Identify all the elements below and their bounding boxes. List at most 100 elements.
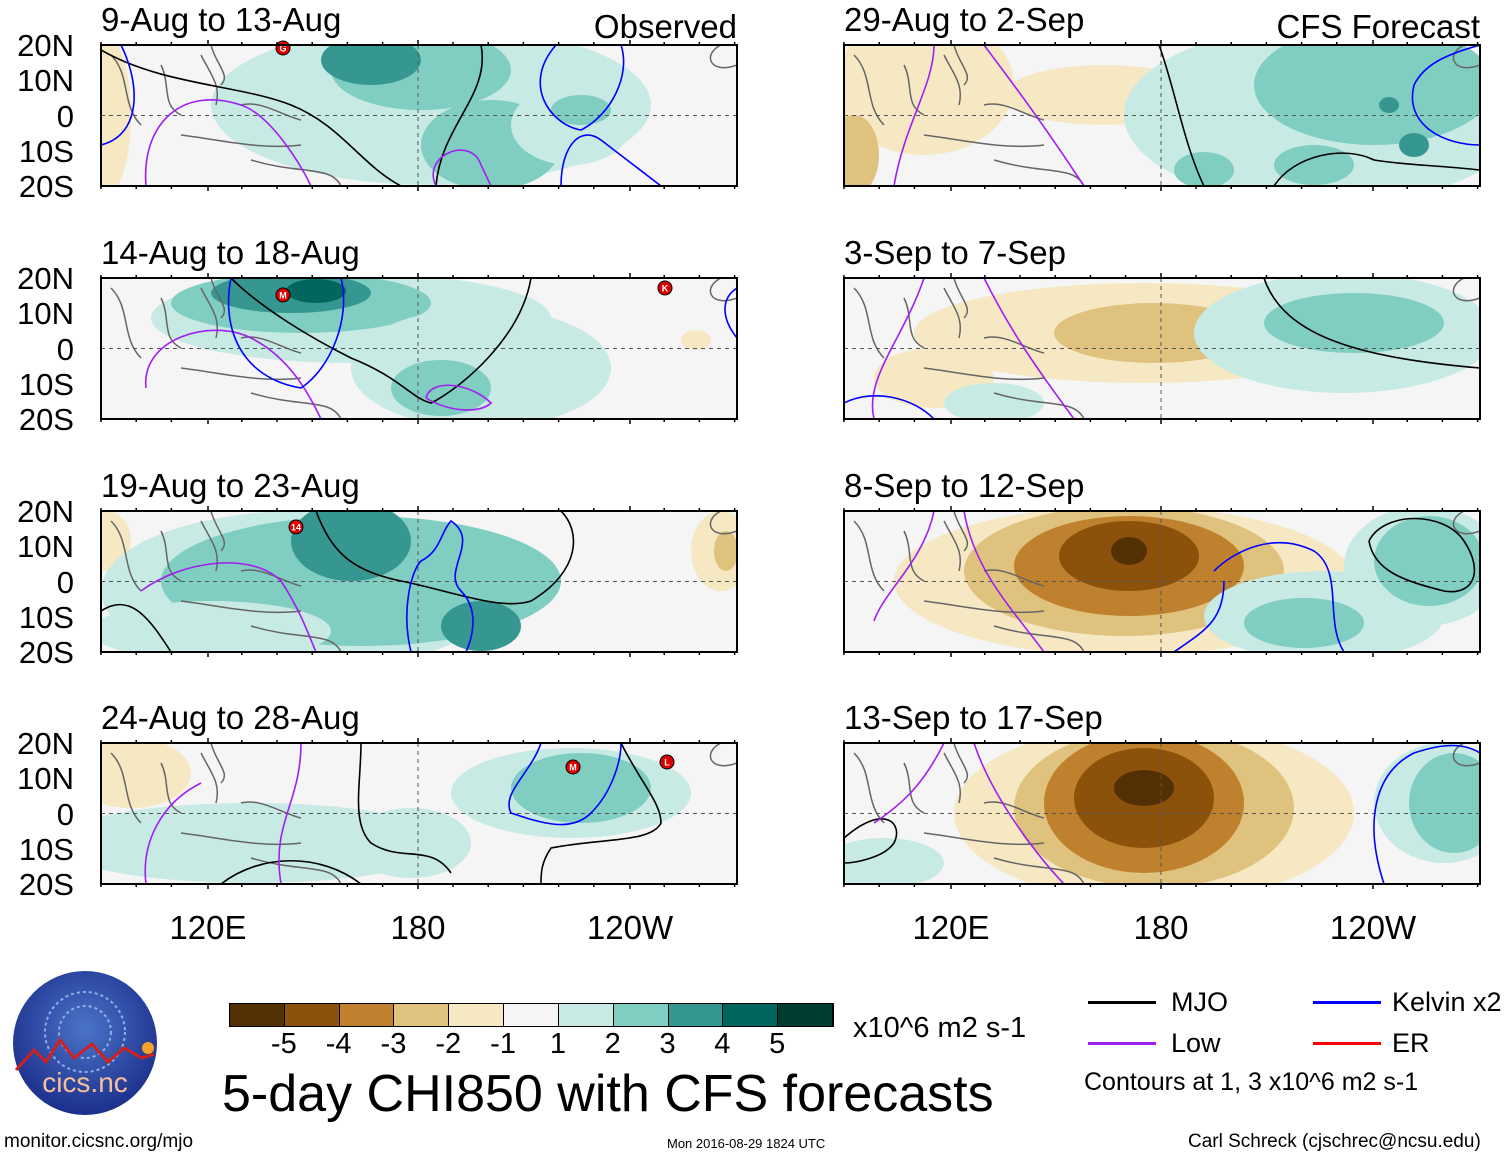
wave-contour <box>145 329 322 419</box>
map-frame <box>843 44 1481 187</box>
tropical-cyclone-marker: 14 <box>288 519 304 535</box>
map-plot <box>843 738 1481 889</box>
lat-label: 10N <box>17 63 74 99</box>
chi-anomaly-region <box>101 601 331 652</box>
map-frame <box>843 742 1481 885</box>
map-plot <box>843 40 1481 191</box>
wave-contour <box>144 782 202 884</box>
lat-label: 20S <box>18 867 74 902</box>
lat-label: 10N <box>17 529 74 565</box>
lon-label: 120W <box>586 909 674 946</box>
chi-anomaly-region <box>391 360 491 416</box>
panel-tag: Observed <box>593 8 737 45</box>
wave-contour <box>432 149 492 186</box>
wave-contour <box>315 511 575 605</box>
map-plot: 14 <box>100 506 738 657</box>
chi-anomaly-region <box>351 808 471 878</box>
lon-label: 120W <box>1329 909 1417 946</box>
map-frame <box>100 742 738 885</box>
storm-label: G <box>279 44 286 54</box>
panel-title: 13-Sep to 17-Sep <box>844 699 1103 736</box>
wave-contour <box>983 278 1075 419</box>
colorbar-label: 1 <box>549 1028 566 1060</box>
legend-kelvin-label: Kelvin x2 <box>1392 987 1502 1017</box>
wave-contour <box>101 603 172 652</box>
chi-anomaly-region <box>551 95 611 125</box>
lat-label: 0 <box>56 98 74 134</box>
lat-label: 20S <box>18 635 74 670</box>
chi-anomaly-region <box>1274 145 1354 185</box>
coastline <box>853 278 1480 419</box>
lon-label: 180 <box>1133 909 1189 946</box>
contour-note: Contours at 1, 3 x10^6 m2 s-1 <box>1084 1068 1419 1096</box>
coastline <box>853 743 1480 884</box>
lat-label: 10N <box>17 761 74 797</box>
chi-anomaly-region <box>1254 45 1480 145</box>
legend-mjo-line <box>1088 1001 1156 1004</box>
colorbar <box>229 1003 834 1027</box>
chi-anomaly-region <box>1174 152 1234 186</box>
chi-anomaly-region <box>291 511 411 581</box>
colorbar-label: -2 <box>435 1028 462 1060</box>
panel-title: 24-Aug to 28-Aug <box>101 699 360 736</box>
colorbar-swatch <box>778 1004 833 1026</box>
figure-title: 5-day CHI850 with CFS forecasts <box>222 1065 994 1123</box>
chi-anomaly-region <box>1111 537 1147 565</box>
wave-contour <box>1373 744 1480 884</box>
tropical-cyclone-marker: M <box>275 287 291 303</box>
panel-title: 8-Sep to 12-Sep <box>844 467 1085 504</box>
wave-contour <box>873 511 935 622</box>
wave-contour <box>435 45 484 186</box>
wave-contour <box>220 860 362 884</box>
colorbar-swatch <box>394 1004 450 1026</box>
map-plot <box>843 273 1481 424</box>
wave-contour <box>425 384 493 411</box>
storm-label: K <box>662 284 669 294</box>
storm-label: M <box>569 763 577 773</box>
lon-label: 120E <box>169 909 247 946</box>
chi-anomaly-region <box>1379 97 1399 113</box>
chi-anomaly-region <box>351 308 611 419</box>
map-plot: G <box>100 40 738 191</box>
chi-anomaly-region <box>511 753 651 823</box>
chi-anomaly-region <box>944 383 1044 419</box>
map-frame <box>100 44 738 187</box>
wave-contour <box>227 278 345 389</box>
lon-label: 180 <box>390 909 446 946</box>
colorbar-label: 3 <box>659 1028 676 1060</box>
wave-contour <box>1368 517 1476 593</box>
wave-contour <box>1213 541 1345 652</box>
colorbar-label: 4 <box>714 1028 731 1060</box>
wave-contour <box>140 562 317 652</box>
wave-contour <box>560 134 662 186</box>
chi-anomaly-region <box>1399 133 1429 157</box>
colorbar-label: -1 <box>490 1028 516 1060</box>
footer-url[interactable]: monitor.cicsnc.org/mjo <box>4 1131 194 1152</box>
wave-contour <box>844 818 898 864</box>
wave-contour <box>844 395 935 419</box>
colorbar-swatch <box>558 1004 614 1026</box>
storm-label: 14 <box>291 523 301 533</box>
lat-label: 0 <box>56 331 74 367</box>
wave-contour <box>357 743 452 874</box>
wave-contour <box>508 743 622 826</box>
wave-contour <box>1158 45 1205 186</box>
wave-contour <box>101 49 402 186</box>
wave-contour <box>144 99 312 186</box>
map-plot <box>843 506 1481 657</box>
wave-contour <box>973 743 1065 884</box>
legend-er-label: ER <box>1392 1028 1430 1058</box>
colorbar-units: x10^6 m2 s-1 <box>853 1012 1027 1044</box>
cicsnc-logo: cics.nc <box>13 971 157 1115</box>
wave-contour <box>540 743 662 884</box>
coastline <box>110 511 737 652</box>
lat-label: 10S <box>18 133 74 169</box>
wave-contour <box>1273 152 1480 186</box>
chi-anomaly-region <box>844 45 1014 155</box>
wave-contour <box>1263 278 1480 369</box>
coastline <box>110 743 737 884</box>
map-frame <box>100 277 738 420</box>
chi-anomaly-region <box>1374 516 1480 606</box>
tropical-cyclone-marker: M <box>565 759 581 775</box>
